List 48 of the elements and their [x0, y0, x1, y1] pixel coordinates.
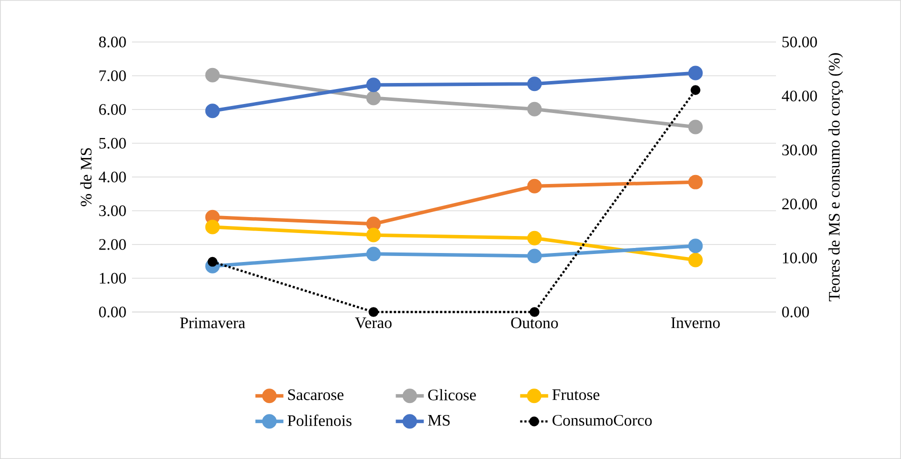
y2-tick-label: 40.00 — [782, 90, 817, 102]
y2-tick-label: 0.00 — [782, 306, 809, 318]
x-tick-label: Inverno — [671, 318, 720, 328]
point — [688, 174, 703, 190]
y-tick-label: 5.00 — [99, 138, 126, 149]
x-tick-label: Primavera — [180, 318, 246, 328]
point — [527, 230, 542, 246]
point — [690, 85, 700, 95]
legend-label: ConsumoCorco — [552, 414, 652, 426]
y-tick-label: 3.00 — [99, 205, 126, 216]
y2-tick-label: 50.00 — [782, 36, 817, 48]
point — [366, 228, 381, 242]
point — [366, 90, 381, 106]
point — [527, 76, 542, 92]
legend-label: Glicose — [428, 389, 476, 400]
y2-tick-label: 10.00 — [782, 252, 817, 264]
point — [527, 248, 542, 264]
legend-label: Polifenois — [288, 414, 352, 426]
point — [688, 252, 703, 268]
point — [688, 238, 703, 254]
point — [205, 104, 220, 118]
point — [205, 220, 220, 234]
y2-tick-label: 30.00 — [782, 144, 817, 156]
y2-tick-label: 20.00 — [782, 198, 817, 210]
point — [366, 216, 381, 232]
y-tick-label: 6.00 — [99, 104, 126, 115]
point — [366, 246, 381, 262]
y-tick-label: 1.00 — [100, 272, 126, 284]
point — [366, 78, 381, 92]
y-tick-label: 2.00 — [99, 239, 126, 250]
point — [530, 307, 540, 317]
point — [527, 178, 542, 194]
legend-label: Frutose — [552, 389, 600, 400]
point — [688, 66, 703, 80]
point — [527, 102, 542, 116]
y-tick-label: 4.00 — [98, 172, 126, 182]
legend-label: MS — [428, 414, 450, 426]
y-axis-title: % de MS — [80, 148, 92, 206]
y-tick-label: 0.00 — [99, 306, 126, 318]
point — [368, 307, 378, 317]
y2-axis-title: Teores de MS e consumo do corço (%) — [828, 53, 843, 302]
y-tick-label: 7.00 — [100, 70, 126, 82]
point — [688, 120, 703, 134]
x-tick-label: Verao — [355, 318, 392, 328]
legend-label: Sacarose — [288, 389, 344, 400]
y-tick-label: 8.00 — [99, 36, 126, 48]
x-tick-label: Outono — [511, 318, 558, 328]
point — [205, 68, 220, 82]
